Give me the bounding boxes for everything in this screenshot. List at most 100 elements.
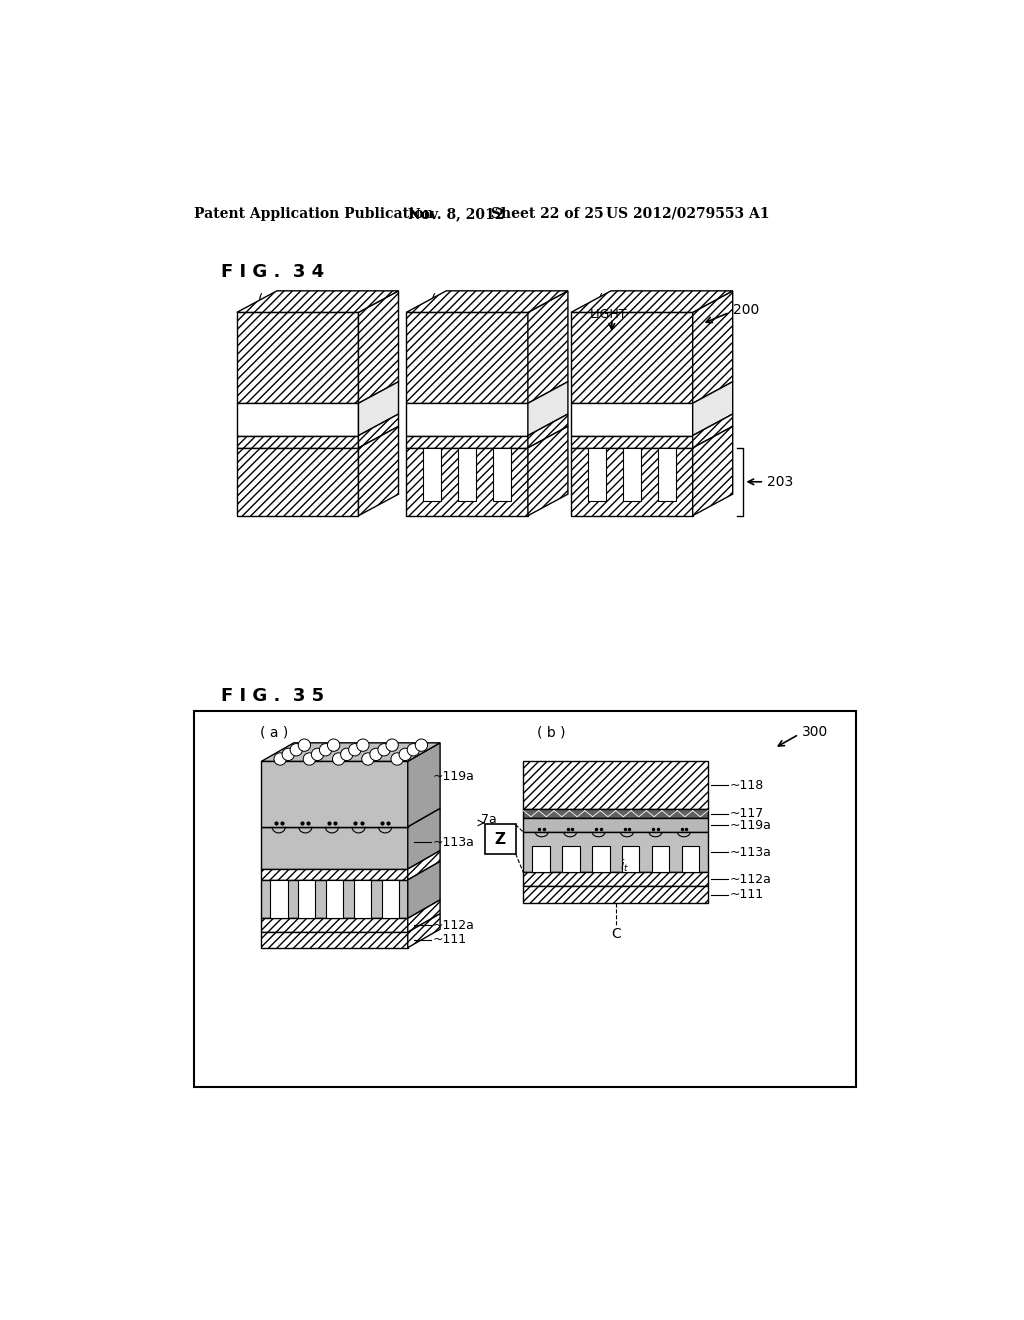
Text: ( a ): ( a ): [258, 292, 286, 306]
Polygon shape: [484, 825, 515, 854]
Polygon shape: [358, 414, 398, 447]
Polygon shape: [261, 919, 408, 932]
Circle shape: [378, 743, 390, 756]
Polygon shape: [237, 447, 358, 516]
Polygon shape: [532, 846, 550, 873]
Polygon shape: [408, 743, 440, 826]
Polygon shape: [571, 313, 692, 404]
Polygon shape: [592, 846, 609, 873]
Circle shape: [341, 748, 353, 760]
Text: Z: Z: [495, 832, 506, 846]
Polygon shape: [682, 846, 699, 873]
Polygon shape: [458, 447, 476, 500]
Polygon shape: [423, 447, 441, 500]
Polygon shape: [623, 447, 641, 500]
Text: C: C: [610, 927, 621, 941]
Polygon shape: [528, 414, 568, 447]
Polygon shape: [571, 404, 692, 436]
Polygon shape: [692, 414, 733, 447]
Text: ~111: ~111: [432, 933, 467, 946]
Polygon shape: [194, 711, 856, 1088]
Polygon shape: [571, 290, 733, 313]
Polygon shape: [528, 290, 568, 404]
Text: 7a: 7a: [481, 813, 497, 826]
Polygon shape: [651, 846, 670, 873]
Circle shape: [274, 752, 287, 766]
Text: $i_t$: $i_t$: [621, 858, 630, 874]
Polygon shape: [298, 880, 315, 919]
Text: Nov. 8, 2012: Nov. 8, 2012: [408, 207, 504, 220]
Circle shape: [348, 743, 361, 756]
Polygon shape: [358, 381, 398, 436]
Polygon shape: [407, 447, 528, 516]
Circle shape: [311, 748, 324, 760]
Polygon shape: [358, 426, 398, 516]
Polygon shape: [358, 290, 398, 404]
Polygon shape: [523, 818, 708, 832]
Polygon shape: [692, 381, 733, 436]
Polygon shape: [408, 913, 440, 948]
Polygon shape: [261, 826, 408, 869]
Text: F I G .  3 4: F I G . 3 4: [221, 264, 325, 281]
Polygon shape: [237, 313, 358, 404]
Polygon shape: [326, 880, 343, 919]
Polygon shape: [408, 808, 440, 869]
Text: 300: 300: [802, 725, 828, 739]
Text: US 2012/0279553 A1: US 2012/0279553 A1: [606, 207, 770, 220]
Polygon shape: [588, 447, 606, 500]
Text: 203: 203: [767, 475, 793, 488]
Text: ~119a: ~119a: [730, 818, 771, 832]
Circle shape: [333, 752, 345, 766]
Polygon shape: [692, 426, 733, 516]
Polygon shape: [523, 873, 708, 886]
Polygon shape: [657, 447, 676, 500]
Polygon shape: [261, 743, 440, 762]
Text: ( a ): ( a ): [260, 726, 288, 739]
Polygon shape: [571, 447, 692, 516]
Polygon shape: [571, 436, 692, 447]
Circle shape: [356, 739, 369, 751]
Polygon shape: [622, 846, 639, 873]
Polygon shape: [382, 880, 399, 919]
Polygon shape: [523, 886, 708, 903]
Circle shape: [361, 752, 374, 766]
Polygon shape: [261, 880, 408, 919]
Text: ~118: ~118: [730, 779, 764, 792]
Text: F I G .  3 5: F I G . 3 5: [221, 686, 325, 705]
Polygon shape: [270, 880, 288, 919]
Text: ~112a: ~112a: [432, 919, 474, 932]
Circle shape: [282, 748, 294, 760]
Text: ( b ): ( b ): [538, 726, 565, 739]
Text: LIGHT: LIGHT: [590, 308, 627, 321]
Text: ~119a: ~119a: [432, 770, 474, 783]
Text: Sheet 22 of 25: Sheet 22 of 25: [490, 207, 603, 220]
Text: ( b ): ( b ): [431, 292, 460, 306]
Polygon shape: [408, 900, 440, 932]
Polygon shape: [237, 436, 358, 447]
Polygon shape: [407, 436, 528, 447]
Circle shape: [416, 739, 428, 751]
Polygon shape: [493, 447, 511, 500]
Circle shape: [370, 748, 382, 760]
Text: 200: 200: [733, 304, 759, 317]
Polygon shape: [528, 426, 568, 516]
Circle shape: [298, 739, 310, 751]
Polygon shape: [562, 846, 580, 873]
Polygon shape: [353, 880, 371, 919]
Circle shape: [303, 752, 315, 766]
Circle shape: [386, 739, 398, 751]
Text: ~113a: ~113a: [432, 836, 474, 849]
Polygon shape: [523, 832, 708, 873]
Polygon shape: [261, 932, 408, 948]
Circle shape: [319, 743, 332, 756]
Polygon shape: [523, 809, 708, 818]
Polygon shape: [407, 290, 568, 313]
Text: ~111: ~111: [730, 888, 764, 902]
Text: Patent Application Publication: Patent Application Publication: [194, 207, 433, 220]
Polygon shape: [528, 381, 568, 436]
Polygon shape: [407, 313, 528, 404]
Polygon shape: [237, 404, 358, 436]
Text: ~112a: ~112a: [730, 873, 771, 886]
Circle shape: [290, 743, 302, 756]
Circle shape: [399, 748, 412, 760]
